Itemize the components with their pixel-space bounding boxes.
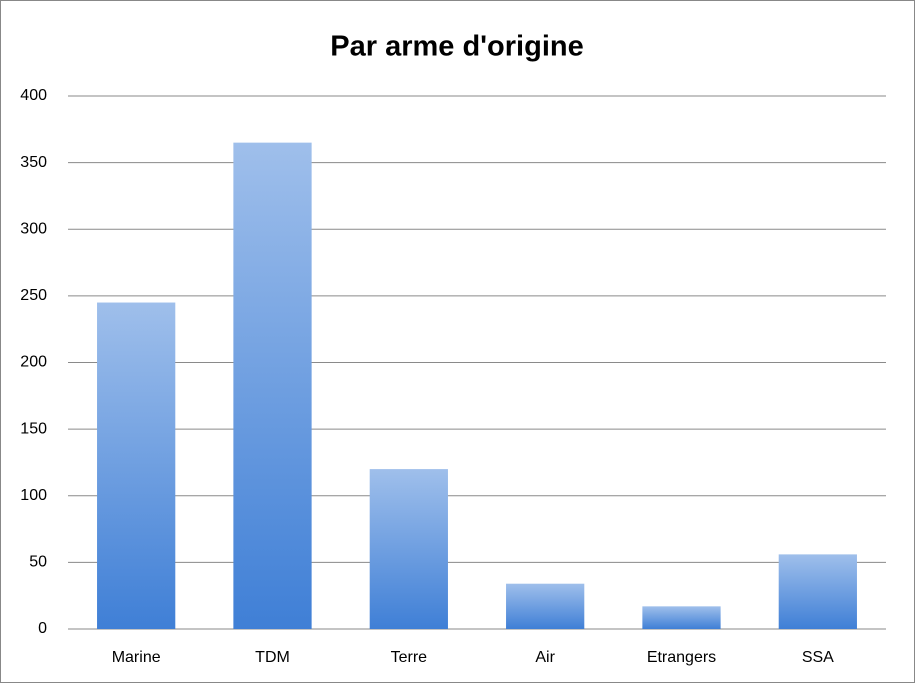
x-tick-label: Terre <box>391 649 428 666</box>
y-tick-label: 350 <box>20 154 47 171</box>
chart-title: Par arme d'origine <box>330 31 583 63</box>
y-tick-label: 100 <box>20 487 47 504</box>
y-tick-label: 250 <box>20 287 47 304</box>
y-tick-label: 50 <box>29 554 47 571</box>
x-tick-label: TDM <box>255 649 290 666</box>
x-tick-label: SSA <box>802 649 834 666</box>
x-tick-label: Etrangers <box>647 649 716 666</box>
bar <box>97 302 176 629</box>
x-tick-label: Marine <box>112 649 161 666</box>
bar <box>642 606 721 629</box>
y-tick-label: 300 <box>20 220 47 237</box>
y-tick-label: 200 <box>20 354 47 371</box>
y-tick-label: 150 <box>20 420 47 437</box>
bar <box>778 554 857 629</box>
y-tick-label: 0 <box>38 620 47 637</box>
bar <box>233 142 312 629</box>
bar <box>369 469 448 629</box>
bar <box>506 583 585 629</box>
x-tick-label: Air <box>535 649 555 666</box>
y-tick-label: 400 <box>20 87 47 104</box>
